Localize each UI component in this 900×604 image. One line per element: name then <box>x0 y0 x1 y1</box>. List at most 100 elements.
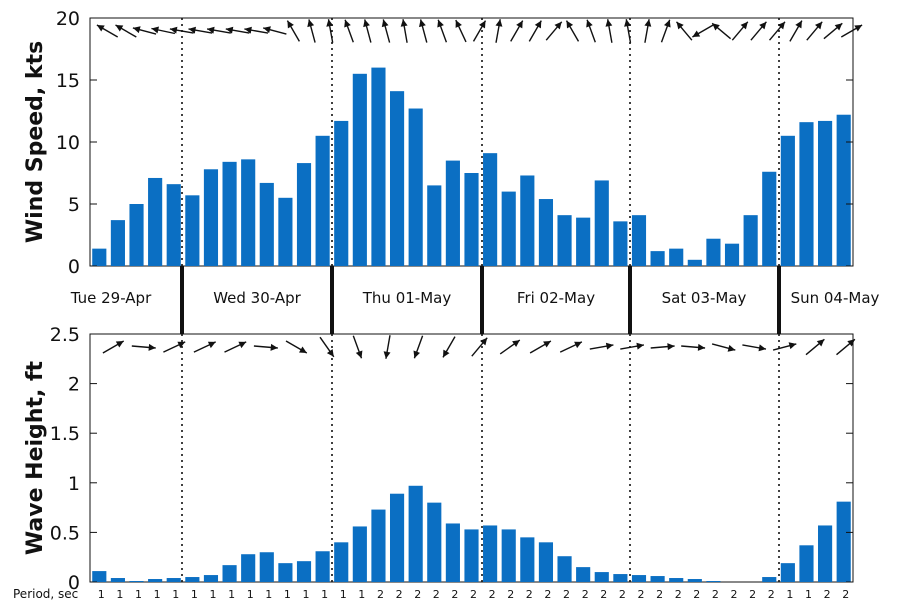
direction-arrow <box>307 19 316 43</box>
arrow-head <box>400 19 408 27</box>
period-value: 1 <box>191 588 198 600</box>
bar <box>259 182 274 266</box>
bar <box>520 175 535 266</box>
period-value: 1 <box>247 588 254 600</box>
period-value: 2 <box>451 588 458 600</box>
direction-arrow <box>96 24 119 38</box>
arrow-head <box>664 19 671 28</box>
period-value: 2 <box>377 588 384 600</box>
period-axis-label: Period, sec <box>13 587 78 600</box>
period-value: 2 <box>768 588 775 600</box>
arrow-head <box>238 341 247 349</box>
direction-arrow <box>442 336 456 358</box>
direction-arrow <box>624 19 632 43</box>
direction-arrow <box>836 338 856 356</box>
bar <box>483 153 498 266</box>
direction-arrow <box>132 26 157 35</box>
arrow-head <box>381 19 389 28</box>
bar <box>371 67 386 266</box>
direction-arrow <box>589 342 614 350</box>
arrow-head <box>759 21 767 30</box>
bar <box>762 577 777 582</box>
arrow-head <box>605 19 613 27</box>
period-value: 2 <box>563 588 570 600</box>
bar <box>724 243 740 266</box>
period-value: 2 <box>824 588 831 600</box>
arrow-head <box>419 19 426 28</box>
bar <box>669 578 684 582</box>
bar <box>799 545 814 582</box>
direction-arrow <box>529 340 552 354</box>
arrow-head <box>151 26 159 34</box>
arrow-head <box>834 23 843 31</box>
direction-arrow <box>263 26 287 35</box>
period-value: 1 <box>154 588 161 600</box>
arrow-head <box>115 25 124 32</box>
arrow-head <box>534 20 542 29</box>
period-value: 1 <box>805 588 812 600</box>
y-axis-label: Wind Speed, kts <box>23 41 48 243</box>
bar <box>148 177 163 266</box>
bar <box>799 122 814 266</box>
day-label: Tue 29-Apr <box>70 289 152 307</box>
arrow-head <box>727 344 736 352</box>
bar <box>389 91 405 266</box>
arrow-head <box>512 340 520 347</box>
period-value: 2 <box>544 588 551 600</box>
period-value: 2 <box>731 588 738 600</box>
bar <box>706 238 721 266</box>
direction-arrow <box>660 19 671 43</box>
direction-arrow <box>151 26 176 35</box>
arrow-head <box>207 26 215 34</box>
direction-arrow <box>206 26 231 34</box>
period-value: 1 <box>340 588 347 600</box>
bar <box>427 185 442 266</box>
arrow-head <box>148 343 156 351</box>
period-value: 2 <box>693 588 700 600</box>
period-value: 1 <box>210 588 217 600</box>
direction-arrow <box>711 343 736 352</box>
arrow-head <box>326 19 334 27</box>
arrow-head <box>299 346 307 353</box>
arrow-head <box>455 20 462 28</box>
arrow-head <box>816 339 825 347</box>
y-tick-label: 1.5 <box>50 423 80 445</box>
direction-arrow <box>840 24 863 38</box>
arrow-head <box>207 341 216 349</box>
direction-arrow <box>605 19 613 43</box>
direction-arrow <box>163 341 186 353</box>
arrow-head <box>225 26 234 34</box>
bar <box>576 567 591 582</box>
arrow-head <box>815 21 823 30</box>
direction-arrow <box>499 339 521 355</box>
bar <box>129 581 144 582</box>
arrow-head <box>443 349 450 358</box>
bar <box>818 120 833 266</box>
direction-arrow <box>419 19 428 43</box>
period-value: 2 <box>842 588 849 600</box>
direction-arrow <box>586 19 596 43</box>
bar <box>334 542 349 582</box>
arrow-head <box>566 20 574 29</box>
bar <box>836 114 851 266</box>
arrow-head <box>188 26 196 34</box>
bar <box>613 221 628 266</box>
y-tick-label: 20 <box>56 8 80 30</box>
bar <box>110 578 125 582</box>
direction-arrow <box>363 19 372 43</box>
bar <box>185 577 200 582</box>
arrow-head <box>516 20 523 29</box>
bar <box>576 217 591 266</box>
direction-arrow <box>285 340 308 354</box>
bar <box>278 197 293 266</box>
bar <box>538 542 554 582</box>
direction-arrow <box>455 19 467 43</box>
direction-arrow <box>352 335 363 359</box>
direction-arrow <box>528 20 542 42</box>
bar <box>148 579 163 582</box>
period-value: 1 <box>284 588 291 600</box>
y-tick-label: 2.5 <box>50 324 80 346</box>
day-label: Wed 30-Apr <box>213 289 301 307</box>
direction-arrow <box>768 21 786 41</box>
bar <box>92 248 107 266</box>
